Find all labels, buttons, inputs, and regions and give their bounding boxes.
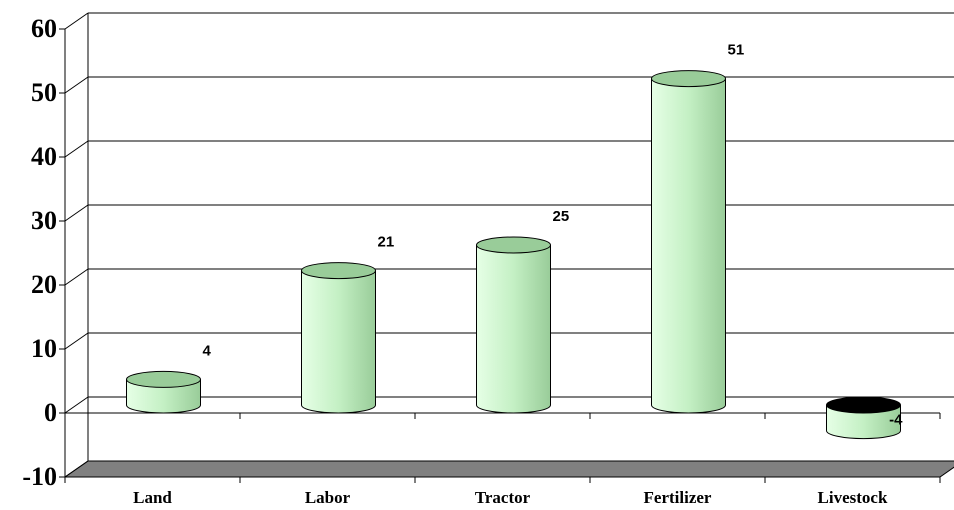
y-tick-label: 10 [31, 334, 57, 363]
y-tick-label: 60 [31, 14, 57, 43]
value-label: 51 [728, 42, 745, 59]
value-label: -4 [889, 412, 903, 429]
floor [63, 460, 954, 478]
value-label: 4 [203, 342, 212, 359]
bar-cap [826, 396, 901, 414]
grid-line [64, 460, 89, 478]
x-tick-label: Labor [305, 488, 351, 507]
bar [476, 245, 551, 405]
bar-cap [476, 236, 551, 254]
value-label: 25 [553, 208, 570, 225]
grid-line [64, 268, 89, 286]
x-tick-label: Livestock [818, 488, 888, 507]
grid-line [64, 140, 89, 158]
y-tick-label: 50 [31, 78, 57, 107]
x-tick-label: Fertilizer [644, 488, 712, 507]
bar-cap [301, 262, 376, 280]
grid-line [64, 76, 89, 94]
bar [301, 270, 376, 405]
bar-cap [651, 70, 726, 88]
grid-line [64, 12, 89, 30]
y-tick-label: 40 [31, 142, 57, 171]
bar [651, 78, 726, 405]
x-tick-label: Tractor [475, 488, 531, 507]
grid-line [64, 332, 89, 350]
x-tick-label: Land [133, 488, 172, 507]
grid-line [64, 396, 89, 414]
y-tick-label: -10 [22, 462, 57, 491]
grid-line [64, 204, 89, 222]
y-tick-label: 20 [31, 270, 57, 299]
y-tick-label: 0 [44, 398, 57, 427]
y-tick-label: 30 [31, 206, 57, 235]
value-label: 21 [378, 234, 395, 251]
bar-cap [126, 370, 201, 388]
